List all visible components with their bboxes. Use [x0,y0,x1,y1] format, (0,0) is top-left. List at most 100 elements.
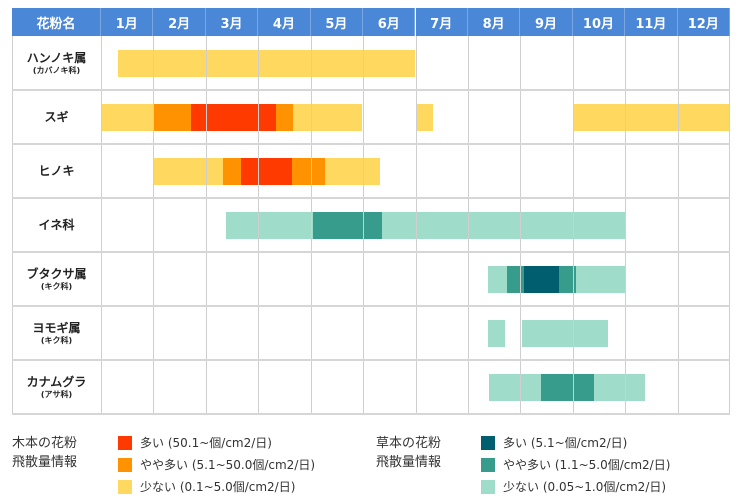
legend-label: やや多い (1.1~5.0個/cm2/日) [503,458,671,472]
grid-vline [310,36,312,414]
pollen-calendar-chart: 花粉名 1月 2月 3月 4月 5月 6月 7月 8月 9月 10月 11月 12月ハンノキ属 (カバノキ… [12,8,730,415]
grid-hline [12,143,730,145]
legend-label: 多い (5.1~個/cm2/日) [503,436,628,450]
header-month: 9月 [520,8,573,36]
pollen-name: ヒノキ [38,164,75,178]
grid-vline [467,36,469,414]
bar-segment-high [524,265,560,293]
header-pollen-name: 花粉名 [12,8,101,36]
grid-vline [205,36,207,414]
bar-segment-mid [276,103,293,131]
tree-legend-title: 木本の花粉飛散量情報 [12,434,77,472]
pollen-name: ブタクサ属 [26,266,87,281]
grid-vline [363,36,365,414]
bar-segment-low [521,319,609,347]
bar-segment-mid [223,157,241,185]
legend-item-tree-low: 少ない (0.1~5.0個/cm2/日) [118,478,295,495]
legend-swatch [481,457,495,472]
bar-segment-low [324,157,380,185]
pollen-name: ヨモギ属 [32,320,81,335]
grid-vline [677,36,679,414]
legend-label: 多い (50.1~個/cm2/日) [140,436,272,450]
grid-vline [153,36,155,414]
bar-segment-low [153,157,224,185]
bar-segment-low [572,103,730,131]
legend-item-grass-high: 多い (5.1~個/cm2/日) [481,434,627,451]
grid-hline [12,251,730,253]
pollen-name: イネ科 [38,218,75,232]
legend-label: 少ない (0.1~5.0個/cm2/日) [140,480,296,494]
pollen-name: スギ [44,110,69,124]
legend-swatch [481,435,495,450]
grid-vline [520,36,522,414]
legend-item-tree-high: 多い (50.1~個/cm2/日) [118,434,272,451]
bar-segment-low [117,49,416,77]
grid-vline [625,36,627,414]
header-month: 11月 [625,8,678,36]
row-label: ヒノキ [12,144,101,198]
grid-vline [12,36,13,414]
bar-segment-low [415,103,434,131]
header-month: 8月 [467,8,521,36]
grid-vline [101,36,102,414]
header-month: 6月 [363,8,416,36]
bar-segment-mid [153,103,192,131]
legend-item-grass-mid: やや多い (1.1~5.0個/cm2/日) [481,456,670,473]
grid-vline [572,36,574,414]
bar-segment-low [101,103,154,131]
grid-vline [415,36,417,414]
bar-segment-mid [559,265,577,293]
bar-segment-low [292,103,363,131]
tree-legend-title-line2: 飛散量情報 [12,455,78,470]
legend-swatch [118,435,132,450]
pollen-family: (カバノキ科) [32,65,81,75]
grass-legend-title-line1: 草本の花粉 [376,436,442,451]
bar-segment-mid [292,157,325,185]
bar-segment-mid [541,373,595,401]
bar-segment-low [382,211,626,239]
bar-segment-low [487,265,508,293]
bar-segment-mid [312,211,383,239]
pollen-family: (キク科) [40,281,73,291]
row-label: カナムグラ (アサ科) [12,360,101,414]
grid-vline [729,36,730,414]
pollen-family: (キク科) [40,335,73,345]
grid-hline [12,89,730,91]
header-month: 1月 [101,8,154,36]
bar-segment-high [191,103,277,131]
legend-swatch [118,479,132,494]
grid-hline [12,359,730,361]
bar-segment-low [576,265,626,293]
legend-label: やや多い (5.1~50.0個/cm2/日) [140,458,316,472]
bar-segment-low [488,373,542,401]
bar-segment-low [225,211,313,239]
grid-hline [12,305,730,307]
bar-segment-mid [507,265,524,293]
bar-segment-low [487,319,506,347]
legend-label: 少ない (0.05~1.0個/cm2/日) [503,480,667,494]
row-label: ブタクサ属 (キク科) [12,252,101,306]
pollen-name: ハンノキ属 [26,50,87,65]
grid-hline [12,197,730,199]
row-label: スギ [12,90,101,144]
pollen-name: カナムグラ [26,374,87,389]
grid-hline [12,413,730,415]
row-label: イネ科 [12,198,101,252]
grass-legend-title-line2: 飛散量情報 [376,455,442,470]
legend-item-tree-mid: やや多い (5.1~50.0個/cm2/日) [118,456,315,473]
header-month: 12月 [677,8,730,36]
header-month: 10月 [572,8,626,36]
row-label: ハンノキ属 (カバノキ科) [12,36,101,90]
pollen-family: (アサ科) [40,389,73,399]
tree-legend-title-line1: 木本の花粉 [12,436,78,451]
header-month: 7月 [415,8,468,36]
grass-legend-title: 草本の花粉飛散量情報 [376,434,441,472]
legend-item-grass-low: 少ない (0.05~1.0個/cm2/日) [481,478,666,495]
bar-segment-high [240,157,293,185]
header-month: 4月 [258,8,311,36]
legend-swatch [481,479,495,494]
bar-segment-low [594,373,646,401]
header-month: 3月 [205,8,259,36]
header-month: 5月 [310,8,364,36]
header-month: 2月 [153,8,206,36]
